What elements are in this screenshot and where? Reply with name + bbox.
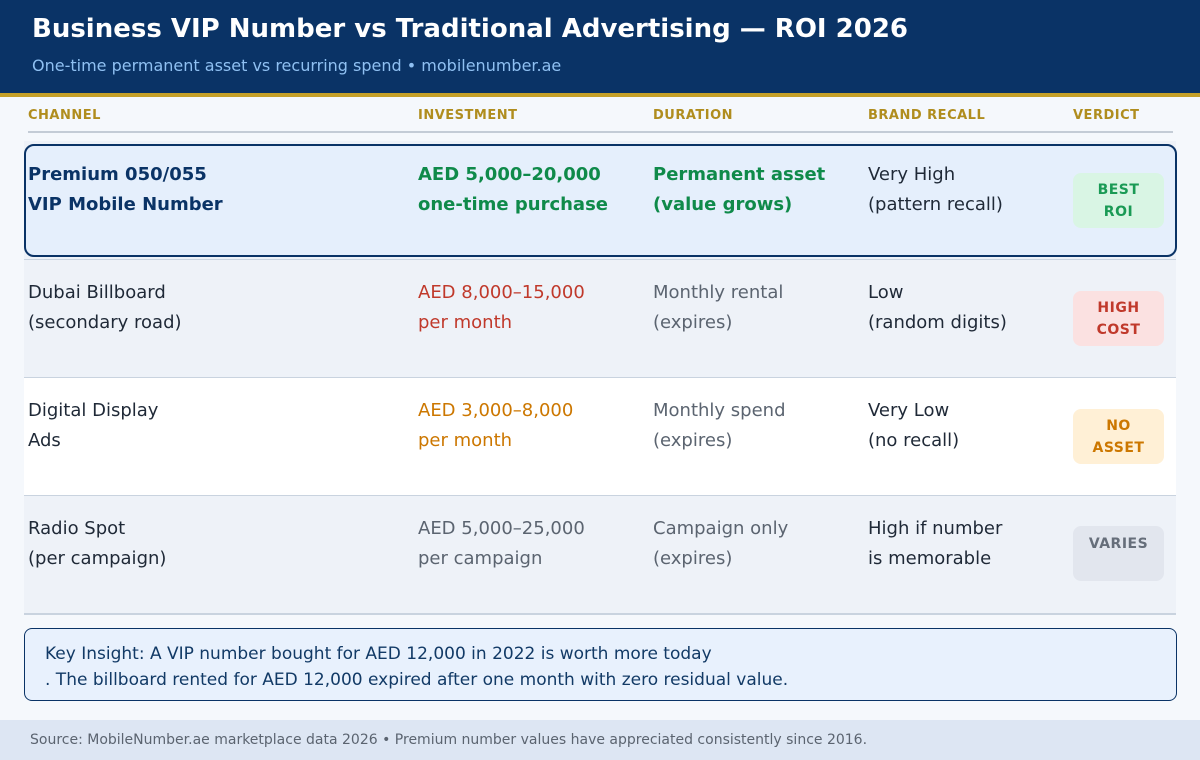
cell-line: Digital Display [28, 400, 159, 421]
cell-investment: AED 8,000–15,000 per month [418, 278, 585, 338]
badge-line: BEST [1097, 181, 1140, 198]
cell-investment: AED 5,000–20,000 one-time purchase [418, 160, 608, 220]
cell-line: Premium 050/055 [28, 164, 207, 185]
badge-line: HIGH [1097, 299, 1140, 316]
cell-line: (secondary road) [28, 312, 182, 333]
cell-line: AED 3,000–8,000 [418, 400, 574, 421]
cell-line: Monthly rental [653, 282, 784, 303]
row-divider [24, 259, 1176, 260]
verdict-badge: NO ASSET [1073, 409, 1164, 464]
cell-duration: Campaign only (expires) [653, 514, 788, 574]
cell-line: is memorable [868, 548, 992, 569]
key-insight-box: Key Insight: A VIP number bought for AED… [24, 628, 1177, 701]
footer-source: Source: MobileNumber.ae marketplace data… [30, 732, 868, 748]
cell-brand-recall: Very Low (no recall) [868, 396, 959, 456]
cell-duration: Monthly spend (expires) [653, 396, 786, 456]
cell-line: (random digits) [868, 312, 1007, 333]
cell-line: AED 5,000–20,000 [418, 164, 601, 185]
badge-line: ROI [1103, 203, 1134, 220]
table-row-background [24, 377, 1176, 495]
cell-line: one-time purchase [418, 194, 608, 215]
cell-line: Radio Spot [28, 518, 126, 539]
verdict-badge: HIGH COST [1073, 291, 1164, 346]
header-banner: Business VIP Number vs Traditional Adver… [0, 0, 1200, 93]
cell-channel: Radio Spot (per campaign) [28, 514, 166, 574]
cell-line: (pattern recall) [868, 194, 1003, 215]
cell-investment: AED 5,000–25,000 per campaign [418, 514, 585, 574]
cell-channel: Dubai Billboard (secondary road) [28, 278, 182, 338]
cell-duration: Monthly rental (expires) [653, 278, 783, 338]
insight-line: . The billboard rented for AED 12,000 ex… [45, 670, 789, 690]
cell-channel: Digital Display Ads [28, 396, 158, 456]
cell-line: AED 5,000–25,000 [418, 518, 585, 539]
cell-line: (expires) [653, 548, 733, 569]
cell-line: High if number [868, 518, 1003, 539]
cell-brand-recall: High if number is memorable [868, 514, 1002, 574]
badge-line: COST [1096, 321, 1141, 338]
cell-brand-recall: Low (random digits) [868, 278, 1007, 338]
cell-line: Ads [28, 430, 61, 451]
cell-investment: AED 3,000–8,000 per month [418, 396, 573, 456]
column-header-channel: CHANNEL [28, 108, 101, 123]
cell-line: AED 8,000–15,000 [418, 282, 585, 303]
cell-line: Low [868, 282, 904, 303]
verdict-badge: VARIES [1073, 526, 1164, 581]
badge-line: VARIES [1088, 536, 1149, 552]
header-rule [28, 131, 1173, 133]
cell-line: per month [418, 312, 513, 333]
cell-line: Very High [868, 164, 956, 185]
cell-line: (per campaign) [28, 548, 167, 569]
row-divider [24, 495, 1176, 496]
cell-line: Permanent asset [653, 164, 826, 185]
cell-brand-recall: Very High (pattern recall) [868, 160, 1003, 220]
cell-line: (value grows) [653, 194, 793, 215]
column-header-duration: DURATION [653, 108, 734, 123]
table-bottom-rule [24, 613, 1176, 615]
cell-line: (expires) [653, 312, 733, 333]
cell-line: VIP Mobile Number [28, 194, 223, 215]
cell-line: Campaign only [653, 518, 789, 539]
cell-line: Dubai Billboard [28, 282, 166, 303]
row-divider [24, 377, 1176, 378]
cell-line: Monthly spend [653, 400, 786, 421]
cell-line: per month [418, 430, 513, 451]
cell-line: (no recall) [868, 430, 960, 451]
verdict-badge: BEST ROI [1073, 173, 1164, 228]
cell-duration: Permanent asset (value grows) [653, 160, 825, 220]
table-row-background [24, 495, 1176, 613]
badge-line: ASSET [1092, 439, 1145, 456]
cell-line: per campaign [418, 548, 543, 569]
footer: Source: MobileNumber.ae marketplace data… [0, 720, 1200, 760]
header-divider [0, 93, 1200, 97]
column-header-verdict: VERDICT [1073, 108, 1140, 123]
table-row-background [24, 259, 1176, 377]
page-title: Business VIP Number vs Traditional Adver… [32, 14, 909, 44]
page-subtitle: One-time permanent asset vs recurring sp… [32, 56, 562, 75]
cell-line: (expires) [653, 430, 733, 451]
highlighted-row [24, 144, 1177, 257]
insight-line: Key Insight: A VIP number bought for AED… [45, 644, 712, 664]
cell-line: Very Low [868, 400, 950, 421]
column-header-investment: INVESTMENT [418, 108, 518, 123]
cell-channel: Premium 050/055 VIP Mobile Number [28, 160, 223, 220]
column-header-brand-recall: BRAND RECALL [868, 108, 986, 123]
badge-line: NO [1106, 417, 1131, 434]
